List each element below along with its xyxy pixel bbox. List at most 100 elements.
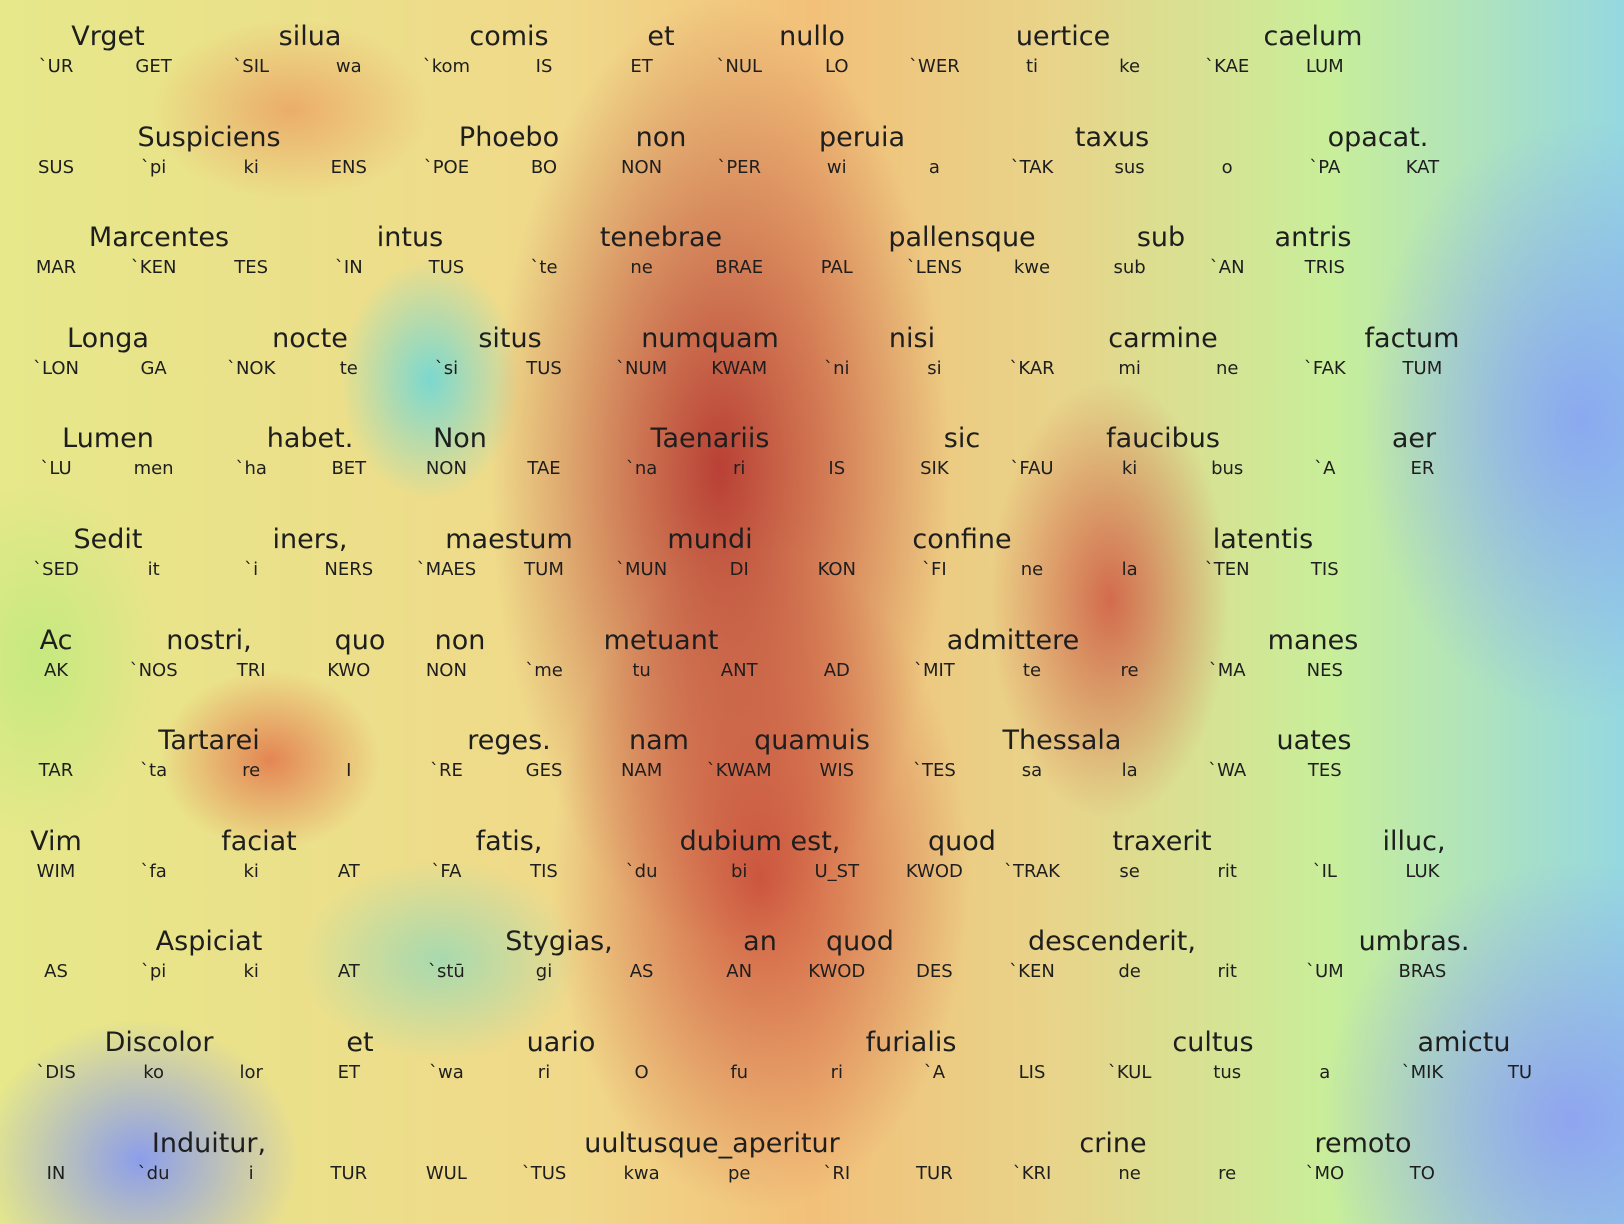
- syllable-label: tus: [1213, 1062, 1242, 1083]
- syllable-label: TUM: [1402, 357, 1443, 379]
- latin-word: an: [743, 926, 777, 958]
- syllable-label: ne: [1020, 559, 1044, 580]
- syllable-label: AS: [629, 961, 654, 983]
- syllable-label: MAR: [35, 257, 77, 279]
- syllable-label: `du: [625, 860, 658, 882]
- latin-word: iners,: [272, 524, 348, 555]
- syllable-label: LUM: [1305, 56, 1344, 77]
- syllable-label: `SIL: [233, 56, 270, 77]
- latin-word: remoto: [1314, 1127, 1412, 1159]
- syllable-label: `KAR: [1009, 357, 1055, 379]
- syllable-label: fu: [730, 1062, 749, 1083]
- syllable-label: rit: [1217, 961, 1237, 983]
- syllable-label: `TEN: [1204, 559, 1250, 580]
- syllable-label: tu: [632, 659, 651, 681]
- syllable-label: `du: [137, 1162, 170, 1184]
- syllable-label: `TUS: [521, 1162, 567, 1184]
- syllable-label: `pi: [140, 961, 167, 983]
- latin-word: taxus: [1074, 121, 1150, 153]
- syllable-label: `IN: [334, 257, 363, 279]
- syllable-label: ENS: [330, 156, 367, 178]
- syllable-label: sus: [1114, 156, 1145, 178]
- latin-word: amictu: [1417, 1027, 1511, 1058]
- syllable-label: ne: [1215, 357, 1239, 379]
- syllable-label: ti: [1025, 56, 1039, 77]
- syllable-label: o: [1221, 156, 1233, 178]
- syllable-label: `POE: [423, 156, 470, 178]
- syllable-label: TAR: [38, 760, 74, 782]
- latin-word: opacat.: [1327, 121, 1429, 153]
- syllable-label: `ha: [235, 458, 267, 480]
- latin-word: caelum: [1263, 21, 1363, 52]
- syllable-label: ke: [1119, 56, 1141, 77]
- latin-word: Induitur,: [151, 1127, 267, 1159]
- latin-word: mundi: [667, 524, 753, 555]
- syllable-label: `MAES: [416, 559, 477, 580]
- syllable-label: lor: [239, 1062, 263, 1083]
- syllable-label: `ni: [824, 357, 850, 379]
- syllable-label: TU: [1507, 1062, 1533, 1083]
- latin-word: metuant: [603, 624, 719, 656]
- syllable-label: sa: [1021, 760, 1043, 782]
- syllable-label: `FAK: [1303, 357, 1346, 379]
- latin-word: Suspiciens: [137, 121, 281, 153]
- syllable-label: `DIS: [36, 1062, 76, 1083]
- latin-word: cultus: [1172, 1027, 1254, 1058]
- syllable-label: TO: [1409, 1162, 1435, 1184]
- syllable-label: `KAE: [1205, 56, 1250, 77]
- syllable-label: ER: [1410, 458, 1435, 480]
- syllable-label: i: [248, 1162, 254, 1184]
- latin-word: nam: [629, 725, 689, 757]
- syllable-label: `NUL: [716, 56, 763, 77]
- syllable-label: SIK: [920, 458, 949, 480]
- syllable-label: ki: [243, 961, 259, 983]
- syllable-label: `wa: [429, 1062, 464, 1083]
- syllable-label: la: [1121, 559, 1138, 580]
- syllable-label: `IL: [1312, 860, 1337, 882]
- syllable-label: `KEN: [130, 257, 177, 279]
- syllable-label: `na: [625, 458, 658, 480]
- syllable-label: `ta: [140, 760, 168, 782]
- latin-word: situs: [478, 322, 542, 354]
- syllable-label: KWAM: [711, 357, 768, 379]
- latin-word: peruia: [818, 121, 906, 153]
- syllable-label: GA: [140, 357, 167, 379]
- syllable-label: bi: [730, 860, 748, 882]
- latin-word: Ac: [39, 624, 73, 656]
- syllable-label: `si: [434, 357, 459, 379]
- syllable-label: WIS: [819, 760, 855, 782]
- latin-word: sub: [1136, 222, 1186, 254]
- syllable-label: a: [928, 156, 940, 178]
- latin-word: habet.: [266, 423, 354, 455]
- syllable-label: BRAE: [715, 257, 764, 279]
- syllable-label: NON: [425, 458, 467, 480]
- syllable-label: se: [1119, 860, 1140, 882]
- syllable-label: `kom: [422, 56, 471, 77]
- latin-word: faciat: [221, 825, 297, 857]
- latin-word: quod: [826, 926, 894, 958]
- syllable-label: BET: [331, 458, 367, 480]
- latin-word: nostri,: [166, 624, 252, 656]
- latin-word: Tartarei: [158, 725, 260, 757]
- syllable-label: TUR: [330, 1162, 368, 1184]
- latin-word: crine: [1079, 1127, 1147, 1159]
- latin-word: confine: [912, 524, 1012, 555]
- syllable-label: LIS: [1018, 1062, 1046, 1083]
- syllable-label: `i: [244, 559, 259, 580]
- syllable-label: U_ST: [814, 860, 860, 882]
- latin-word: Marcentes: [88, 222, 230, 254]
- latin-word: quamuis: [754, 725, 870, 757]
- syllable-label: KWO: [327, 659, 371, 681]
- latin-word: Phoebo: [458, 121, 560, 153]
- syllable-label: IN: [46, 1162, 66, 1184]
- syllable-label: re: [1120, 659, 1139, 681]
- syllable-label: SUS: [37, 156, 75, 178]
- syllable-label: wi: [826, 156, 847, 178]
- syllable-label: `KWAM: [706, 760, 772, 782]
- syllable-label: `TES: [912, 760, 956, 782]
- syllable-label: TUM: [524, 559, 564, 580]
- syllable-label: kwe: [1013, 257, 1051, 279]
- syllable-label: `TAK: [1010, 156, 1054, 178]
- latin-word: et: [346, 1027, 374, 1058]
- latin-word: furialis: [865, 1027, 957, 1058]
